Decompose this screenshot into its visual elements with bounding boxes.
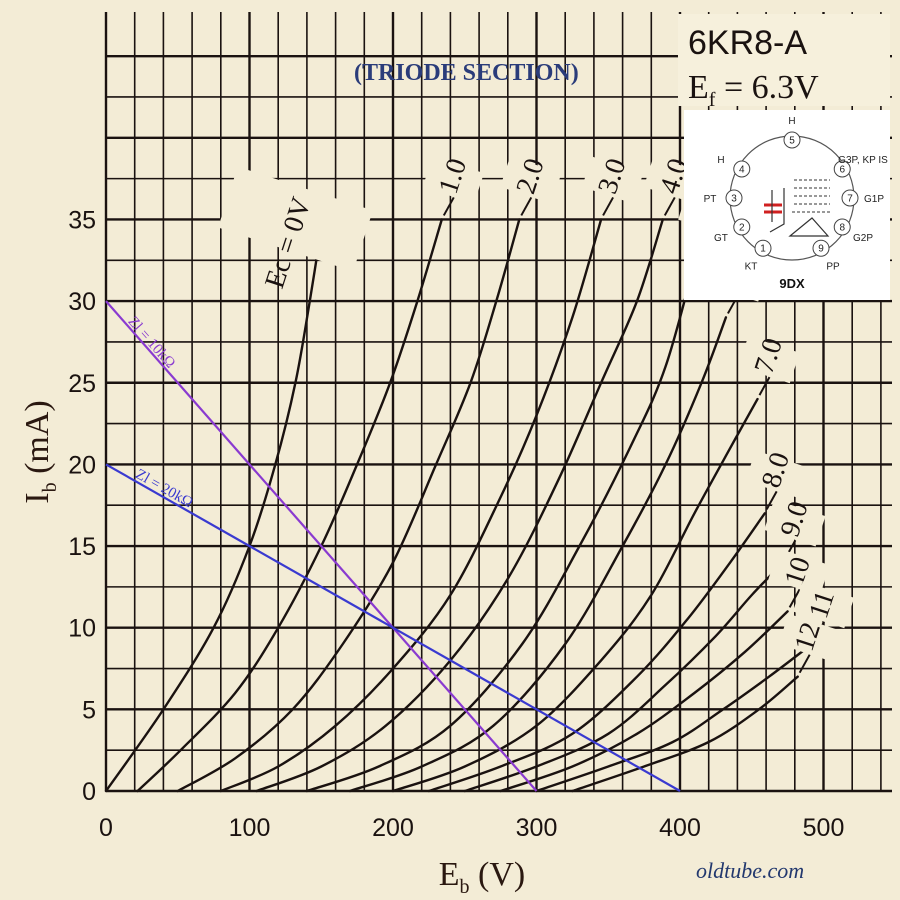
pin-label: PT [704,194,717,205]
curve-label-leader [765,490,778,510]
curve-ec-11 [535,642,814,793]
pin-label: GT [714,233,728,244]
x-tick-label: 200 [372,814,414,842]
curve-label-backdrop [581,156,644,204]
curve-ec-12 [571,675,799,793]
curve-label-backdrop [778,613,840,661]
x-tick-label: 100 [229,814,271,842]
pin-3 [725,189,743,207]
pin-5 [783,131,801,149]
pin-label: H [788,116,795,127]
pin-number: 4 [739,165,745,176]
pin-6 [833,160,851,178]
y-tick-label: 15 [68,533,96,561]
curve-ec-20 [176,218,521,793]
curve-label-backdrop [745,450,807,498]
curve-ec-60 [348,316,728,793]
curve-label-leader [663,196,676,216]
pin-label: G3P, KP IS [838,155,888,166]
pin-label: H [717,155,724,166]
source-label: oldtube.com [696,858,804,883]
curve-label-backdrop [764,499,826,547]
curve-ec-10 [499,610,789,793]
pin-label: G1P [864,194,884,205]
x-tick-label: 300 [516,814,558,842]
pin-2 [733,218,751,236]
triode-grid-icon [764,203,782,214]
y-tick-label: 5 [82,696,96,724]
pin-number: 8 [839,223,845,234]
curve-label-leader [602,196,614,216]
curve-label-backdrop [738,336,800,384]
curve-label-leader [442,196,455,216]
pin-number: 2 [739,223,745,234]
tube-electrodes-icon [764,179,830,237]
curve-label-leader [798,654,811,674]
pin-number: 5 [789,136,795,147]
y-tick-label: 30 [68,288,96,316]
curve-ec-70 [391,397,759,793]
curve-label-backdrop [768,548,830,596]
curve-label-leader [788,588,801,608]
cathode-icon [788,217,830,237]
pin-label: PP [826,262,840,273]
y-tick-label: 35 [68,206,96,234]
section-label: (TRIODE SECTION) [354,60,579,86]
pin-number: 1 [760,244,766,255]
curve-ec-80 [427,512,766,793]
x-tick-label: 500 [803,814,845,842]
pin-number: 9 [818,244,824,255]
y-axis-label: Ib (mA) [19,400,61,503]
pin-label: KT [745,262,758,273]
curve-label-leader [758,376,771,396]
curve-ec-50 [305,250,699,793]
filament-voltage: Ef = 6.3V [688,69,819,111]
x-tick-label: 400 [659,814,701,842]
curves [104,218,814,793]
x-tick-label: 0 [99,814,113,842]
tube-title: 6KR8-A [688,24,807,62]
curve-ec-90 [463,561,785,793]
pin-label: G2P [853,233,873,244]
title-backdrop [678,14,890,106]
pin-number: 7 [847,194,853,205]
curve-ec-0V [104,218,324,793]
y-tick-label: 20 [68,451,96,479]
curve-ec-10 [136,218,443,793]
pin-9 [812,239,830,257]
ec-label-backdrop [218,166,373,272]
triode-plate-icon [769,188,785,233]
pin-8 [833,218,851,236]
curve-ec-40 [255,218,664,793]
curve-label-backdrop [500,156,562,204]
y-tick-label: 0 [82,778,96,806]
load-line-2 [105,463,681,792]
pin-7 [841,189,859,207]
curve-ec-30 [219,218,603,793]
pin-1 [754,239,772,257]
tick-labels: 0 100 200 300 400 500 0 5 10 15 20 25 30 35 [68,206,844,842]
x-axis-label: Eb (V) [439,856,525,898]
pin-number: 6 [839,165,845,176]
pentode-grids-icon [792,179,830,213]
y-tick-label: 25 [68,370,96,398]
curve-label-backdrop [792,581,855,629]
pin-4 [733,160,751,178]
curve-label-backdrop [422,156,484,204]
pin-number: 3 [731,194,737,205]
curve-label-leader [520,196,533,216]
load-line-1 [105,300,538,792]
y-tick-label: 10 [68,615,96,643]
base-code: 9DX [779,276,805,291]
